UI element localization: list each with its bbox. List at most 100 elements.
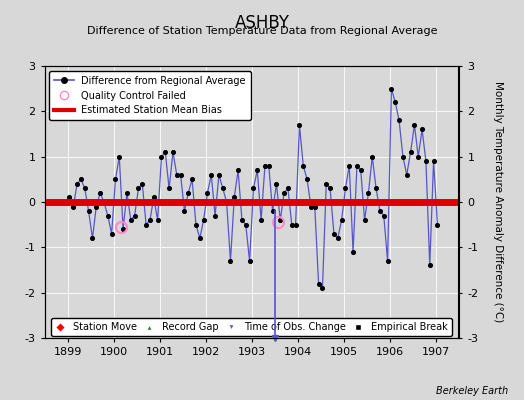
Point — [341, 185, 350, 192]
Point — [372, 185, 380, 192]
Point — [130, 212, 139, 219]
Point — [177, 172, 185, 178]
Point — [364, 190, 373, 196]
Point — [161, 149, 169, 155]
Point — [146, 217, 154, 223]
Point — [169, 149, 177, 155]
Point — [318, 285, 326, 291]
Point — [238, 217, 246, 223]
Point — [265, 162, 273, 169]
Point — [149, 194, 158, 201]
Point — [307, 203, 315, 210]
Point — [272, 181, 281, 187]
Point — [349, 249, 357, 255]
Point — [433, 222, 442, 228]
Point — [100, 199, 108, 205]
Point — [127, 217, 135, 223]
Point — [326, 185, 334, 192]
Point — [115, 154, 124, 160]
Point — [195, 235, 204, 242]
Point — [425, 262, 434, 269]
Point — [200, 217, 208, 223]
Point — [230, 194, 238, 201]
Point — [253, 167, 261, 174]
Point — [107, 230, 116, 237]
Point — [330, 230, 338, 237]
Point — [180, 208, 189, 214]
Point — [361, 217, 369, 223]
Legend: Station Move, Record Gap, Time of Obs. Change, Empirical Break: Station Move, Record Gap, Time of Obs. C… — [51, 318, 452, 336]
Point — [422, 158, 430, 164]
Point — [284, 185, 292, 192]
Point — [337, 217, 346, 223]
Point — [288, 222, 296, 228]
Point — [222, 199, 231, 205]
Point — [69, 203, 78, 210]
Point — [134, 185, 143, 192]
Point — [303, 176, 311, 182]
Point — [376, 208, 384, 214]
Point — [104, 212, 112, 219]
Point — [245, 258, 254, 264]
Point — [356, 167, 365, 174]
Point — [242, 222, 250, 228]
Point — [188, 176, 196, 182]
Point — [81, 185, 89, 192]
Point — [226, 258, 235, 264]
Point — [249, 185, 258, 192]
Point — [211, 212, 219, 219]
Point — [379, 212, 388, 219]
Point — [138, 181, 147, 187]
Point — [84, 208, 93, 214]
Point — [88, 235, 96, 242]
Point — [234, 167, 242, 174]
Point — [414, 154, 422, 160]
Point — [268, 208, 277, 214]
Point — [334, 235, 342, 242]
Point — [384, 258, 392, 264]
Point — [407, 149, 415, 155]
Text: Difference of Station Temperature Data from Regional Average: Difference of Station Temperature Data f… — [87, 26, 437, 36]
Point — [165, 185, 173, 192]
Point — [77, 176, 85, 182]
Point — [154, 217, 162, 223]
Point — [395, 117, 403, 124]
Point — [429, 158, 438, 164]
Point — [410, 122, 419, 128]
Point — [203, 190, 212, 196]
Point — [299, 162, 308, 169]
Point — [368, 154, 376, 160]
Point — [92, 203, 101, 210]
Point — [96, 190, 104, 196]
Point — [280, 190, 288, 196]
Point — [311, 203, 319, 210]
Point — [345, 162, 354, 169]
Point — [322, 181, 331, 187]
Point — [295, 122, 303, 128]
Point — [123, 190, 131, 196]
Point — [66, 194, 74, 201]
Point — [314, 280, 323, 287]
Point — [172, 172, 181, 178]
Point — [111, 176, 119, 182]
Point — [119, 226, 127, 232]
Point — [276, 217, 285, 223]
Y-axis label: Monthly Temperature Anomaly Difference (°C): Monthly Temperature Anomaly Difference (… — [493, 81, 503, 323]
Point — [157, 154, 166, 160]
Point — [215, 172, 223, 178]
Point — [399, 154, 407, 160]
Point — [73, 181, 81, 187]
Point — [291, 222, 300, 228]
Point — [402, 172, 411, 178]
Point — [418, 126, 426, 133]
Point — [353, 162, 361, 169]
Point — [261, 162, 269, 169]
Point — [387, 86, 396, 92]
Point — [142, 222, 150, 228]
Point — [391, 99, 399, 106]
Point — [219, 185, 227, 192]
Text: Berkeley Earth: Berkeley Earth — [436, 386, 508, 396]
Point — [192, 222, 200, 228]
Point — [207, 172, 215, 178]
Point — [184, 190, 192, 196]
